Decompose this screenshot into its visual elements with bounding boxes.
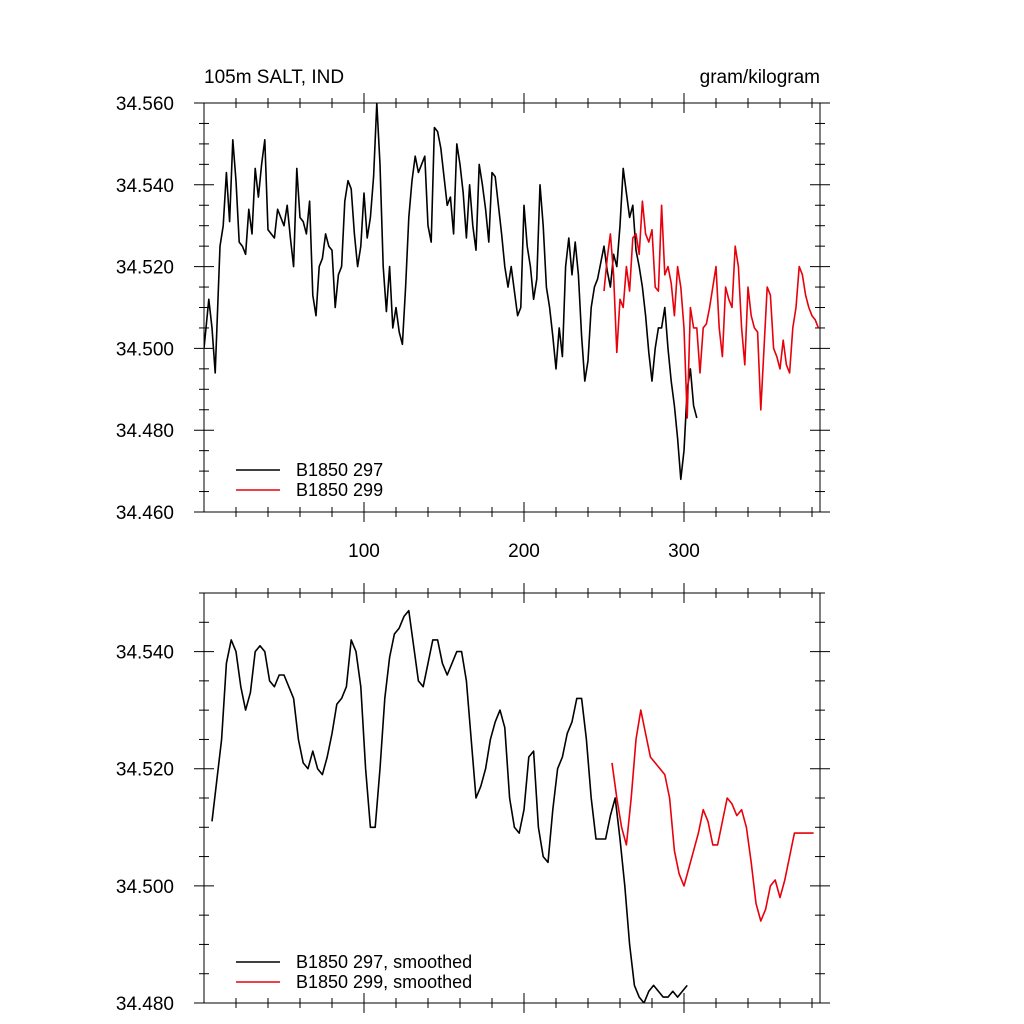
- x-tick-label: 200: [508, 541, 540, 562]
- y-tick-label: 34.540: [116, 643, 174, 664]
- series-lines: [204, 103, 820, 481]
- series-line-2: [603, 200, 820, 419]
- series-line-1: [211, 609, 688, 1003]
- y-tick-label: 34.520: [116, 760, 174, 781]
- series-lines: [211, 609, 814, 1003]
- legend-label: B1850 297, smoothed: [296, 952, 472, 972]
- y-tick-label: 34.540: [116, 176, 174, 197]
- x-tick-label: 100: [348, 541, 380, 562]
- units-label: gram/kilogram: [700, 67, 820, 88]
- x-tick-label: 300: [668, 541, 700, 562]
- axis-ticks: 34.480 34.500 34.520 34.540: [116, 583, 830, 1015]
- panel-top: 105m SALT, IND gram/kilogram 100 200 300 34…: [116, 67, 830, 562]
- y-tick-label: 34.520: [116, 258, 174, 279]
- y-tick-label: 34.480: [116, 421, 174, 442]
- chart-title: 105m SALT, IND: [204, 67, 344, 88]
- series-line-2: [611, 709, 814, 922]
- legend-label: B1850 299, smoothed: [296, 972, 472, 992]
- y-tick-label: 34.480: [116, 994, 174, 1015]
- legend-label: B1850 299: [296, 480, 383, 500]
- plot-area-frame: [203, 102, 821, 513]
- axis-ticks: 100 200 300 34.460 34.480 34.500 34.520 34.540 3…: [116, 93, 830, 562]
- legend-label: B1850 297: [296, 460, 383, 480]
- panel-bottom: 34.480 34.500 34.520 34.540 B1850 297, smoo…: [116, 583, 830, 1015]
- y-tick-label: 34.560: [116, 94, 174, 115]
- y-tick-label: 34.500: [116, 877, 174, 898]
- series-line-1: [204, 103, 698, 481]
- y-tick-label: 34.460: [116, 503, 174, 524]
- y-tick-label: 34.500: [116, 339, 174, 360]
